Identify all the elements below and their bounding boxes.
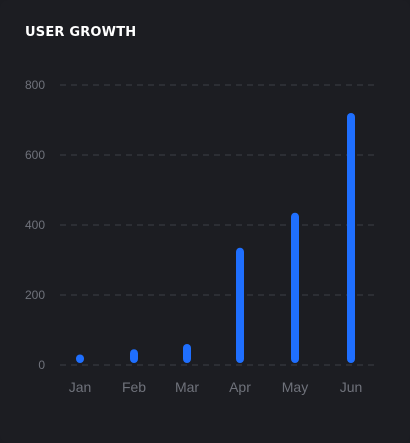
x-tick-label: May [282,379,308,395]
bar-apr[interactable] [236,247,244,363]
y-tick-label: 600 [25,148,45,162]
x-tick-label: Apr [229,379,251,395]
x-tick-label: Jan [69,379,92,395]
y-tick-label: 0 [38,358,45,372]
x-tick-label: Feb [122,379,146,395]
y-tick-label: 400 [25,218,45,232]
x-tick-label: Jun [340,379,363,395]
bar-jun[interactable] [347,113,355,363]
bar-feb[interactable] [130,349,138,363]
chart-title: USER GROWTH [25,25,137,40]
bar-mar[interactable] [183,344,191,363]
x-tick-label: Mar [175,379,199,395]
bar-jan[interactable] [76,354,84,364]
y-tick-label: 800 [25,78,45,92]
bar-may[interactable] [291,212,299,363]
y-tick-label: 200 [25,288,45,302]
